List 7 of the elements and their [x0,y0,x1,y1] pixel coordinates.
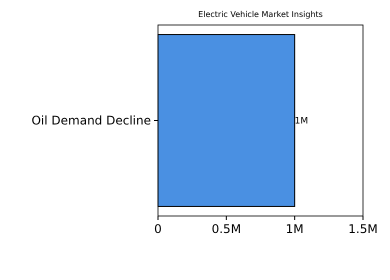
x-tick-label: 0.5M [212,222,242,236]
x-tick-label: 1M [286,222,304,236]
chart-title: Electric Vehicle Market Insights [198,10,323,19]
y-tick-label: Oil Demand Decline [31,114,151,128]
x-tick-label: 1.5M [348,222,378,236]
data-label: 1M [294,116,308,127]
x-tick-label: 0 [154,222,162,236]
